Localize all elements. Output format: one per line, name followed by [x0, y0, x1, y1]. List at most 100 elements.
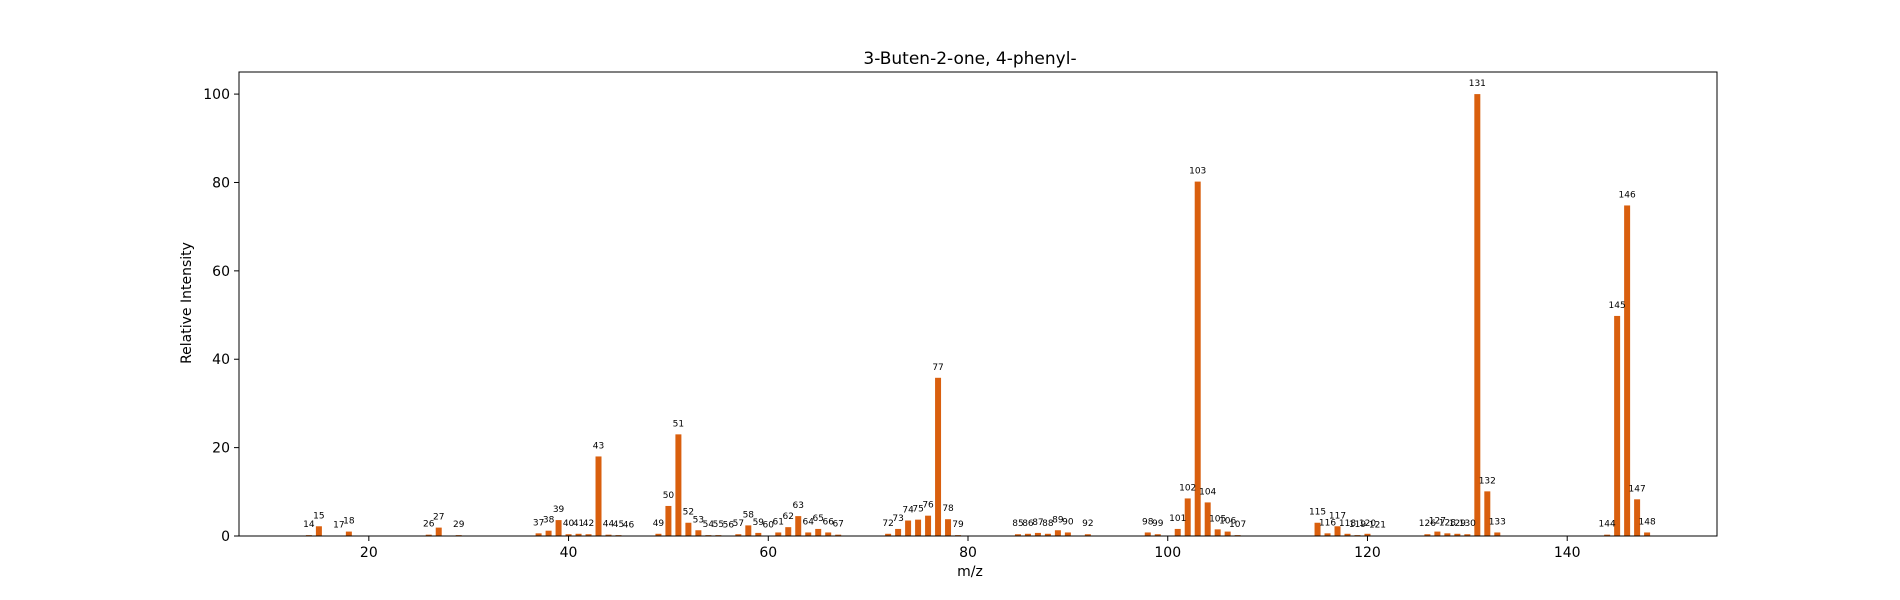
x-axis: 20 40 60 80 100 120 140 [360, 536, 1581, 561]
bar-mz-126 [1424, 534, 1431, 536]
peak-label-92: 92 [1082, 519, 1093, 529]
x-tick-label: 20 [360, 545, 378, 561]
peak-label-120: 120 [1359, 519, 1376, 529]
bar-mz-26 [425, 534, 432, 536]
x-tick-label: 60 [759, 545, 777, 561]
bar-mz-49 [655, 533, 662, 536]
bar-mz-116 [1324, 533, 1331, 536]
bar-mz-98 [1144, 532, 1151, 536]
peak-label-86: 86 [1022, 519, 1034, 529]
bar-mz-115 [1314, 522, 1321, 536]
peak-label-126: 126 [1419, 519, 1436, 529]
bar-mz-38 [545, 530, 552, 536]
peak-label-51: 51 [673, 419, 684, 429]
peak-label-64: 64 [803, 517, 815, 527]
peak-label-67: 67 [832, 520, 843, 530]
bar-mz-102 [1184, 498, 1191, 536]
peak-label-148: 148 [1639, 517, 1656, 527]
peak-label-44: 44 [603, 520, 615, 530]
bar-mz-52 [685, 522, 692, 536]
peak-label-14: 14 [303, 520, 315, 530]
peak-label-49: 49 [653, 519, 665, 529]
peak-label-46: 46 [623, 521, 635, 531]
bar-mz-146 [1624, 205, 1631, 536]
bar-mz-72 [885, 533, 892, 536]
bar-mz-77 [935, 377, 942, 536]
bar-mz-40 [565, 534, 572, 536]
peak-label-61: 61 [773, 517, 784, 527]
bar-mz-131 [1474, 94, 1481, 536]
x-tick-label: 40 [560, 545, 578, 561]
bar-mz-18 [345, 531, 352, 536]
bar-mz-144 [1604, 534, 1611, 536]
peak-label-72: 72 [882, 519, 893, 529]
peak-label-40: 40 [563, 519, 575, 529]
bar-mz-118 [1344, 533, 1351, 536]
bar-mz-66 [825, 532, 832, 536]
peak-label-50: 50 [663, 491, 675, 501]
peak-label-45: 45 [613, 520, 624, 530]
bar-mz-88 [1044, 533, 1051, 536]
peak-label-121: 121 [1369, 521, 1386, 531]
bar-mz-89 [1054, 530, 1061, 536]
bar-mz-145 [1614, 315, 1621, 536]
peak-label-127: 127 [1429, 517, 1446, 527]
peak-label-17: 17 [333, 521, 344, 531]
peak-label-133: 133 [1489, 517, 1506, 527]
bar-mz-129 [1454, 533, 1461, 536]
peak-label-66: 66 [822, 517, 834, 527]
bar-mz-120 [1364, 533, 1371, 536]
peak-label-88: 88 [1042, 519, 1054, 529]
bar-mz-78 [945, 519, 952, 536]
bar-mz-105 [1214, 529, 1221, 536]
peak-label-119: 119 [1349, 520, 1366, 530]
peak-label-144: 144 [1599, 520, 1616, 530]
bar-mz-75 [915, 519, 922, 536]
bar-mz-99 [1154, 534, 1161, 536]
peak-label-26: 26 [423, 520, 435, 530]
peak-label-18: 18 [343, 517, 355, 527]
peak-label-58: 58 [743, 510, 755, 520]
peak-label-27: 27 [433, 513, 444, 523]
bar-mz-73 [895, 528, 902, 536]
bar-mz-62 [785, 527, 792, 536]
peak-label-107: 107 [1229, 520, 1246, 530]
bar-mz-61 [775, 532, 782, 536]
peak-label-85: 85 [1012, 519, 1023, 529]
peak-label-98: 98 [1142, 517, 1154, 527]
bar-mz-51 [675, 434, 682, 536]
bar-mz-127 [1434, 531, 1441, 536]
peak-label-130: 130 [1459, 519, 1476, 529]
peak-label-76: 76 [922, 501, 934, 511]
peak-label-37: 37 [533, 518, 544, 528]
peak-label-132: 132 [1479, 476, 1496, 486]
bar-mz-148 [1644, 532, 1651, 536]
bar-mz-128 [1444, 533, 1451, 536]
peak-label-87: 87 [1032, 518, 1043, 528]
plot-area-frame [238, 71, 1718, 537]
peak-label-55: 55 [713, 520, 724, 530]
peak-label-42: 42 [583, 519, 594, 529]
peak-label-73: 73 [892, 514, 903, 524]
bar-mz-130 [1464, 534, 1471, 536]
bar-mz-85 [1014, 534, 1021, 536]
bar-mz-103 [1194, 181, 1201, 536]
bar-mz-133 [1494, 532, 1501, 536]
peak-label-78: 78 [942, 504, 954, 514]
peak-label-15: 15 [313, 511, 324, 521]
peak-label-115: 115 [1309, 508, 1326, 518]
peak-label-63: 63 [793, 501, 804, 511]
y-axis: 0 20 40 60 80 100 [203, 87, 239, 545]
bar-mz-106 [1224, 531, 1231, 536]
peak-label-60: 60 [763, 521, 775, 531]
bar-mz-44 [605, 534, 612, 536]
peak-label-128: 128 [1439, 518, 1456, 528]
bar-mz-53 [695, 530, 702, 536]
x-axis-label: m/z [957, 564, 983, 580]
peak-label-106: 106 [1219, 517, 1236, 527]
bar-mz-64 [805, 532, 812, 536]
y-axis-label: Relative Intensity [179, 242, 195, 364]
y-tick-label: 40 [212, 352, 230, 368]
peak-label-52: 52 [683, 508, 694, 518]
